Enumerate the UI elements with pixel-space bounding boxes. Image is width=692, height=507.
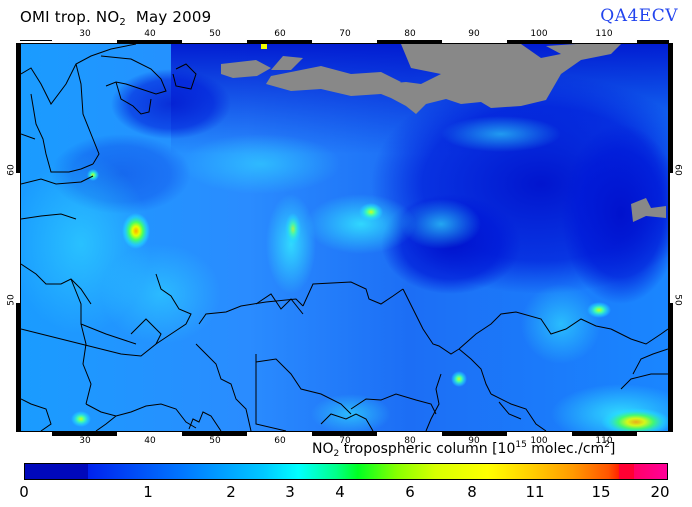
cb-title-sub: 2 (333, 449, 340, 459)
lon-tick-label: 110 (595, 436, 613, 446)
cb-tick-label: 6 (405, 483, 415, 501)
lon-tick-bar-bottom (20, 432, 669, 436)
brand-label: QA4ECV (600, 6, 678, 26)
lat-tick-bar-right (669, 43, 674, 432)
cb-tick-label: 2 (226, 483, 236, 501)
cb-title-sup: 15 (515, 440, 527, 450)
lon-tick-label: 100 (530, 29, 548, 39)
lon-tick-label: 50 (209, 436, 221, 446)
lon-tick-label: 80 (404, 436, 416, 446)
lon-tick-label: 30 (79, 436, 91, 446)
cb-tick-label: 3 (285, 483, 295, 501)
lon-tick-label: 80 (404, 29, 416, 39)
lon-tick-label: 60 (274, 29, 286, 39)
lon-tick-label: 70 (339, 436, 351, 446)
cb-title-unit: molec./cm (526, 441, 605, 457)
cb-segment (358, 464, 488, 479)
title-subscript: 2 (119, 17, 126, 28)
lon-tick-bar-top (20, 40, 669, 45)
cb-tick-label: 4 (335, 483, 345, 501)
map-title: OMI trop. NO2 May 2009 (20, 8, 211, 28)
cb-segment (25, 464, 88, 479)
cb-title-main: tropospheric column [10 (339, 441, 516, 457)
lon-tick-label: 40 (144, 29, 156, 39)
title-prefix: OMI trop. NO (20, 8, 120, 26)
cb-tick-label: 20 (650, 483, 670, 501)
lat-tick-label-right: 60 (672, 164, 683, 176)
lon-tick-label: 30 (79, 29, 91, 39)
lon-tick-label: 90 (468, 29, 480, 39)
colorbar (24, 463, 668, 480)
cb-tick-label: 8 (467, 483, 477, 501)
lon-tick-label: 50 (209, 29, 221, 39)
no2-field (21, 44, 668, 431)
cb-title-unit-sup: 2 (604, 440, 610, 450)
cb-tick-label: 0 (19, 483, 29, 501)
cb-title-close: ] (609, 441, 616, 457)
lon-tick-label: 110 (595, 29, 613, 39)
lon-tick-label: 60 (274, 436, 286, 446)
cb-tick-label: 15 (591, 483, 611, 501)
no2-map[interactable] (20, 43, 669, 432)
cb-title-prefix: NO (312, 441, 334, 457)
cb-tick-label: 1 (143, 483, 153, 501)
lon-tick-label: 90 (468, 436, 480, 446)
lon-tick-label: 40 (144, 436, 156, 446)
country-borders (21, 44, 668, 431)
lat-tick-bar-left (16, 43, 20, 432)
lon-tick-label: 100 (530, 436, 548, 446)
cb-segment (619, 464, 634, 479)
cb-segment (488, 464, 619, 479)
cb-tick-label: 11 (525, 483, 545, 501)
cb-segment (88, 464, 358, 479)
lon-tick-label: 70 (339, 29, 351, 39)
lat-tick-label-right: 50 (672, 294, 683, 306)
title-date: May 2009 (135, 8, 212, 26)
cb-segment (634, 464, 667, 479)
colorbar-title: NO2 tropospheric column [1015 molec./cm2… (312, 440, 615, 459)
